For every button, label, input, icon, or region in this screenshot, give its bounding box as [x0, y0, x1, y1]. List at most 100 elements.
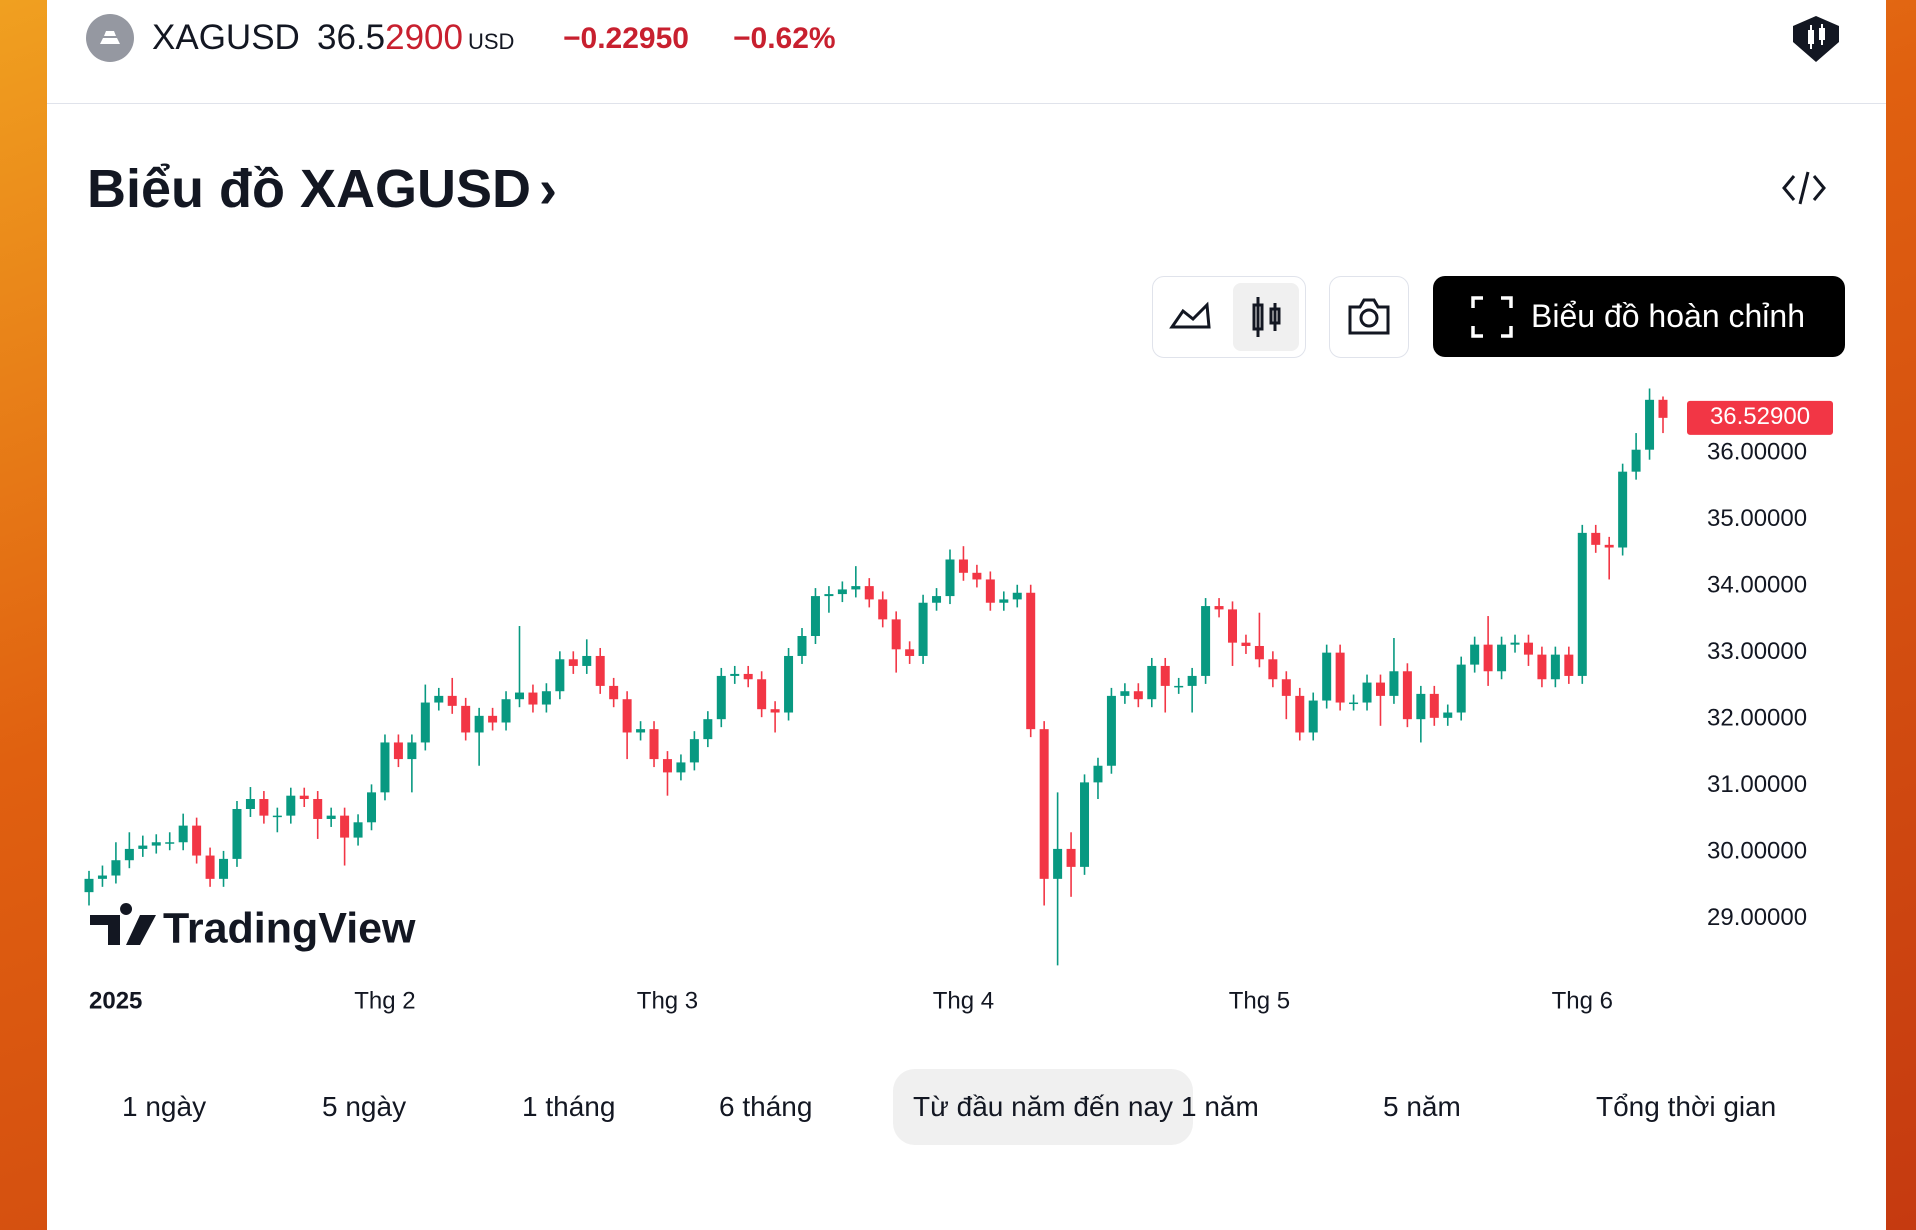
candle-body — [111, 860, 121, 876]
candle-body — [1523, 642, 1533, 655]
y-tick-label: 31.00000 — [1707, 771, 1807, 798]
candle-body — [958, 559, 968, 573]
candle-body — [1443, 712, 1453, 718]
candle-body — [1645, 399, 1655, 450]
candle-body — [1537, 654, 1547, 680]
candle-body — [1080, 782, 1090, 867]
candle-body — [1591, 532, 1601, 545]
x-tick-label: 2025 — [89, 987, 142, 1014]
candle-body — [649, 729, 659, 760]
candle-chart-button[interactable] — [1233, 283, 1299, 351]
candle-body — [945, 559, 955, 597]
candle-badge-icon[interactable] — [1789, 12, 1843, 66]
candle-body — [205, 855, 215, 879]
x-tick-label: Thg 3 — [637, 987, 698, 1014]
x-tick-label: Thg 6 — [1552, 987, 1613, 1014]
candle-body — [1254, 645, 1264, 660]
last-price-label: 36.52900 — [1710, 403, 1810, 430]
candle-body — [662, 759, 672, 773]
range-tab[interactable]: 5 ngày — [302, 1069, 426, 1145]
candle-body — [770, 709, 780, 713]
candle-body — [1483, 644, 1493, 672]
candle-body — [1281, 679, 1291, 696]
candle-body — [1429, 693, 1439, 718]
range-tab[interactable]: Tổng thời gian — [1576, 1069, 1796, 1145]
candle-body — [340, 815, 350, 838]
candle-body — [1241, 642, 1251, 646]
candle-body — [1268, 659, 1278, 680]
candle-body — [151, 842, 161, 846]
candle-body — [326, 815, 336, 819]
candle-body — [245, 799, 255, 809]
candle-body — [1389, 671, 1399, 696]
candle-body — [219, 858, 229, 879]
candle-body — [1308, 700, 1318, 733]
screenshot-button[interactable] — [1329, 276, 1409, 358]
chevron-icon: › — [539, 159, 558, 219]
candle-body — [999, 599, 1009, 603]
full-chart-button[interactable]: Biểu đồ hoàn chỉnh — [1433, 276, 1845, 357]
candle-body — [178, 825, 188, 843]
candle-body — [1160, 665, 1170, 686]
candle-body — [1228, 609, 1238, 643]
candle-body — [1039, 729, 1049, 879]
candle-body — [259, 799, 269, 816]
candle-body — [420, 702, 430, 743]
candle-body — [272, 815, 282, 818]
candle-body — [824, 594, 834, 597]
candle-body — [878, 599, 888, 620]
candle-body — [972, 572, 982, 580]
area-chart-button[interactable] — [1169, 297, 1213, 337]
candle-body — [582, 655, 592, 666]
symbol: XAGUSD — [152, 18, 300, 57]
candle-body — [1577, 532, 1587, 676]
candle-body — [595, 655, 605, 686]
header: XAGUSD 36.52900 USD −0.22950 −0.62% — [47, 0, 1886, 104]
candle-body — [1012, 592, 1022, 600]
price: 36.52900 USD — [317, 18, 514, 58]
candle-body — [1564, 654, 1574, 676]
candle-body — [932, 596, 942, 603]
range-tab[interactable]: 5 năm — [1363, 1069, 1481, 1145]
candle-body — [1214, 606, 1224, 610]
candle-body — [1416, 693, 1426, 720]
candle-body — [1133, 691, 1143, 700]
candle-body — [757, 679, 767, 710]
candle-body — [474, 715, 484, 733]
range-tab[interactable]: 1 năm — [1161, 1069, 1279, 1145]
candle-body — [730, 673, 740, 676]
embed-code-icon[interactable] — [1782, 168, 1826, 208]
candle-body — [393, 742, 403, 760]
candle-body — [286, 795, 296, 816]
chart-title-link[interactable]: Biểu đồ XAGUSD › — [87, 158, 557, 220]
tradingview-logo — [90, 903, 156, 945]
range-tab[interactable]: 1 tháng — [502, 1069, 635, 1145]
candle-body — [1618, 471, 1628, 548]
candle-body — [905, 649, 915, 656]
candle-body — [1322, 652, 1332, 701]
range-tab[interactable]: 1 ngày — [102, 1069, 226, 1145]
candle-body — [609, 685, 619, 700]
candle-body — [568, 659, 578, 666]
candle-body — [918, 602, 928, 656]
candle-body — [1295, 695, 1305, 733]
candle-body — [1375, 682, 1385, 696]
candle-body — [1120, 691, 1130, 696]
candle-body — [985, 579, 995, 603]
candle-body — [1174, 685, 1184, 688]
y-tick-label: 33.00000 — [1707, 638, 1807, 665]
x-tick-label: Thg 2 — [354, 987, 415, 1014]
candle-body — [1402, 671, 1412, 720]
candle-body — [138, 845, 148, 849]
candle-body — [541, 691, 551, 705]
y-tick-label: 34.00000 — [1707, 571, 1807, 598]
candle-body — [1349, 702, 1359, 705]
candle-body — [1631, 449, 1641, 472]
range-tab[interactable]: 6 tháng — [699, 1069, 832, 1145]
symbol-logo — [86, 14, 134, 62]
x-tick-label: Thg 4 — [933, 987, 994, 1014]
range-tab[interactable]: Từ đầu năm đến nay — [893, 1069, 1194, 1145]
candle-body — [407, 742, 417, 760]
candle-body — [837, 589, 847, 595]
